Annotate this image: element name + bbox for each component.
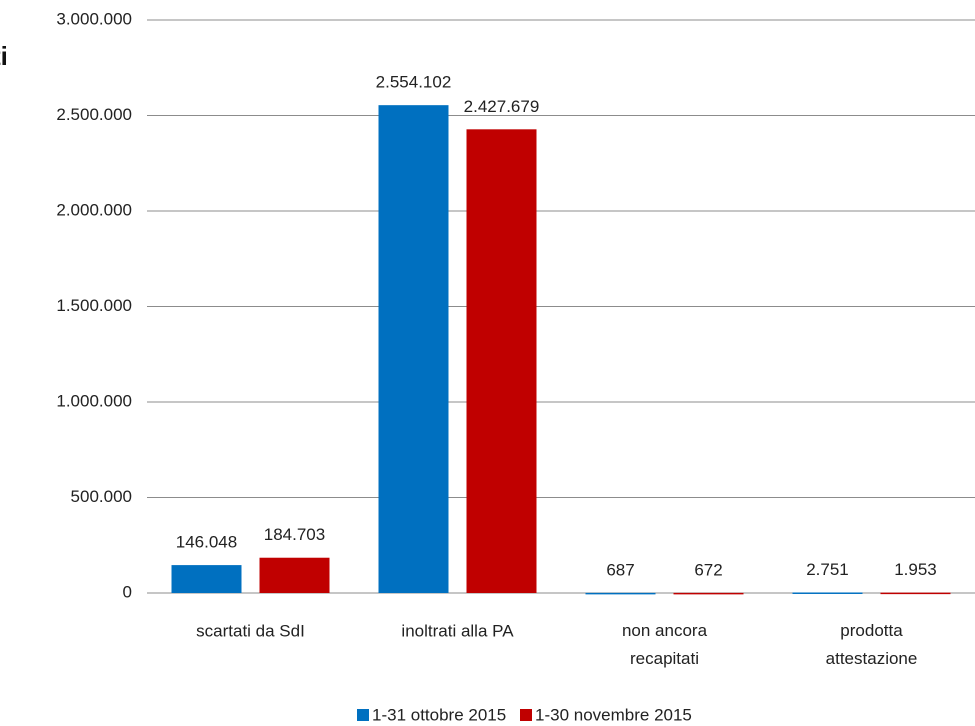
x-tick-label: inoltrati alla PA xyxy=(401,621,514,640)
data-label: 184.703 xyxy=(264,525,325,544)
bar xyxy=(171,565,242,593)
legend-label: 1-31 ottobre 2015 xyxy=(372,705,506,724)
y-tick-label: 2.000.000 xyxy=(56,200,132,219)
data-label: 146.048 xyxy=(176,533,237,552)
legend-swatch xyxy=(357,709,369,721)
chart-title: ti xyxy=(0,41,8,71)
bar xyxy=(259,557,330,593)
data-label: 687 xyxy=(606,560,634,579)
x-tick-label: non ancora recapitati xyxy=(622,621,708,668)
bar xyxy=(585,592,656,595)
x-tick-label: scartati da SdI xyxy=(196,621,305,640)
data-label: 2.751 xyxy=(806,560,849,579)
data-label: 672 xyxy=(694,560,722,579)
y-tick-label: 3.000.000 xyxy=(56,9,132,28)
y-tick-label: 2.500.000 xyxy=(56,105,132,124)
bar xyxy=(792,592,863,594)
bar xyxy=(378,105,449,594)
y-tick-label: 1.000.000 xyxy=(56,391,132,410)
legend-swatch xyxy=(520,709,532,721)
legend-label: 1-30 novembre 2015 xyxy=(535,705,692,724)
y-tick-label: 1.500.000 xyxy=(56,296,132,315)
x-tick-label: prodotta attestazione xyxy=(826,621,918,668)
bar xyxy=(466,129,537,594)
data-label: 2.554.102 xyxy=(376,73,452,92)
y-tick-label: 500.000 xyxy=(71,487,132,506)
data-label: 2.427.679 xyxy=(464,97,540,116)
y-tick-label: 0 xyxy=(123,582,132,601)
data-label: 1.953 xyxy=(894,560,937,579)
bar xyxy=(673,592,744,595)
bar xyxy=(880,592,951,595)
